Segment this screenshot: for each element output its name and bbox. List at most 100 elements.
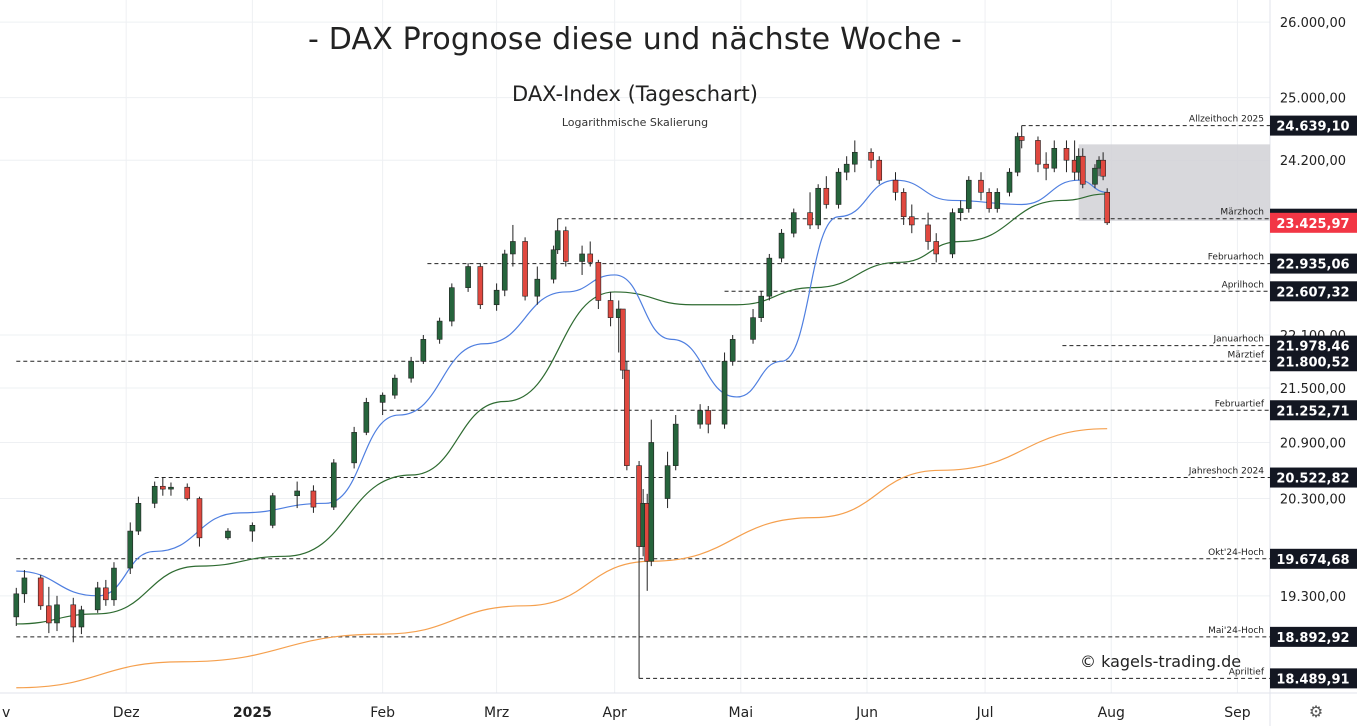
candle-body [465,266,471,288]
candle-body [46,605,52,624]
x-tick-label: Mai [729,705,754,721]
candle-body [925,224,931,242]
candle-body [957,208,964,213]
candle-body [1092,167,1098,185]
copyright-text: © kagels-trading.de [1080,652,1242,671]
candle-body [807,212,813,226]
x-tick-label: Dez [113,705,140,721]
level-price-tag [1270,115,1357,136]
candle-body [908,216,915,226]
level-price-label: 22.935,06 [1276,258,1349,273]
candle-body [1079,155,1086,185]
level-name: Aprilhoch [1222,280,1264,290]
level-name: Jahreshoch 2024 [1188,467,1265,477]
candle-body [750,317,756,340]
scale-note: Logarithmische Skalierung [561,116,709,129]
chart-title: - DAX Prognose diese und nächste Woche - [307,22,963,57]
candle-body [1014,136,1021,173]
level-price-tag [1270,467,1357,488]
sma-slow-line [16,428,1108,689]
x-tick-label: Sep [1224,705,1251,721]
candle-body [965,179,972,209]
candle-body [294,490,300,497]
level-price-label: 21.252,71 [1276,404,1349,419]
chart-subtitle: DAX-Index (Tageschart) [512,82,758,106]
candle-body [595,262,602,301]
candle-body [892,179,899,193]
candle-body [37,577,44,607]
candle-body [184,486,191,499]
candle-body [269,495,276,526]
consolidation-zone [1078,144,1270,221]
candle-body [876,159,883,181]
y-tick-label: 20.300,00 [1280,493,1346,508]
candle-body [392,377,398,396]
candle-body [408,361,414,379]
candle-body [1018,136,1025,141]
candle-body [493,289,500,306]
candle-body [168,486,174,490]
candle-body [151,485,158,504]
candle-body [449,287,455,322]
x-tick-label: Aug [1098,705,1125,721]
level-price-tag [1270,668,1357,689]
candle-body [664,465,671,499]
candle-body [550,249,557,280]
level-name: Okt'24-Hoch [1208,548,1264,558]
candle-body [510,241,516,255]
x-tick-label: Jul [976,705,994,721]
candle-body [1035,140,1041,165]
level-price-tag [1270,253,1357,274]
candle-body [420,339,427,362]
candle-body [790,212,797,234]
level-name: Januarhoch [1213,335,1265,345]
candle-body [70,604,77,628]
candle-body [196,498,203,539]
candle-body [900,192,907,218]
candle-body [225,530,231,539]
candle-body [823,187,830,205]
candle-body [477,266,484,306]
candle-body [705,410,712,425]
sma-fast-line [16,179,1108,597]
candle-body [1043,163,1049,169]
candle-body [501,253,508,291]
level-price-tag [1270,351,1357,372]
candle-body [21,577,28,595]
level-price-label: 21.800,52 [1276,355,1349,370]
candle-body [135,503,142,532]
x-tick-label: 2025 [233,705,272,721]
candle-body [13,593,20,618]
candle-body [1051,148,1058,169]
y-tick-label: 24.200,00 [1280,154,1346,169]
level-price-tag [1270,335,1357,356]
candle-body [721,361,728,425]
y-tick-label: 19.300,00 [1280,590,1346,605]
candle-body [815,187,821,226]
candle-body [1063,148,1070,161]
gear-icon[interactable]: ⚙ [1308,702,1324,721]
candle-body [54,604,60,624]
y-tick-label: 21.500,00 [1280,382,1346,397]
x-tick-label: Jun [855,705,878,721]
last-price-label: 23.425,97 [1276,217,1349,232]
x-edge-label: v [2,705,10,721]
candle-body [758,295,764,318]
sma-mid-line [16,193,1108,625]
candle-body [843,163,850,173]
candle-body [563,230,569,262]
level-name: Mai'24-Hoch [1208,626,1264,636]
level-price-tag [1270,400,1357,421]
last-price-tag [1270,212,1357,233]
level-price-label: 18.489,91 [1276,672,1349,687]
candle-body [579,253,585,262]
candle-body [351,432,357,464]
candle-body [835,171,842,205]
candle-body [949,212,956,255]
candle-body [160,485,166,490]
candle-body [78,609,85,628]
candle-body [310,490,317,508]
level-name: Märztief [1228,350,1265,360]
level-price-label: 21.978,46 [1276,340,1349,355]
